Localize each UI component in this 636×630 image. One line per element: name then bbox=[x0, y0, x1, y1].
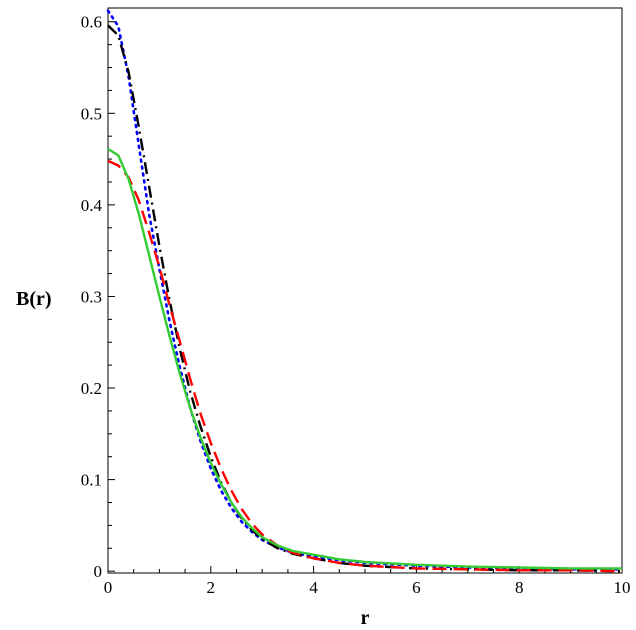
series-line-4 bbox=[107, 147, 622, 570]
plot-border bbox=[107, 7, 623, 574]
x-axis-label: r bbox=[361, 607, 370, 629]
y-axis-label: B(r) bbox=[16, 288, 52, 310]
y-tick-label: 0.4 bbox=[81, 196, 103, 215]
series-line-3 bbox=[107, 159, 623, 573]
y-tick-label: 0.5 bbox=[81, 104, 102, 123]
x-tick-label: 0 bbox=[104, 578, 113, 597]
y-tick-label: 0.1 bbox=[81, 471, 102, 490]
series-line-1 bbox=[106, 9, 624, 571]
y-tick-label: 0.6 bbox=[81, 13, 102, 32]
plot-frame bbox=[107, 7, 623, 574]
y-tick-label: 0.2 bbox=[81, 379, 102, 398]
x-tick-label: 2 bbox=[207, 578, 216, 597]
x-tick-label: 8 bbox=[515, 578, 524, 597]
x-tick-label: 10 bbox=[614, 578, 631, 597]
x-tick-label: 4 bbox=[309, 578, 318, 597]
axis-ticks: 0 2 4 6 8 10 0 0.1 0.2 0.3 0.4 0.5 0.6 bbox=[81, 13, 631, 597]
y-tick-label: 0 bbox=[94, 562, 103, 581]
series-line-2 bbox=[107, 24, 623, 573]
x-tick-label: 6 bbox=[412, 578, 421, 597]
y-tick-label: 0.3 bbox=[81, 287, 102, 306]
series-lines bbox=[106, 9, 624, 573]
